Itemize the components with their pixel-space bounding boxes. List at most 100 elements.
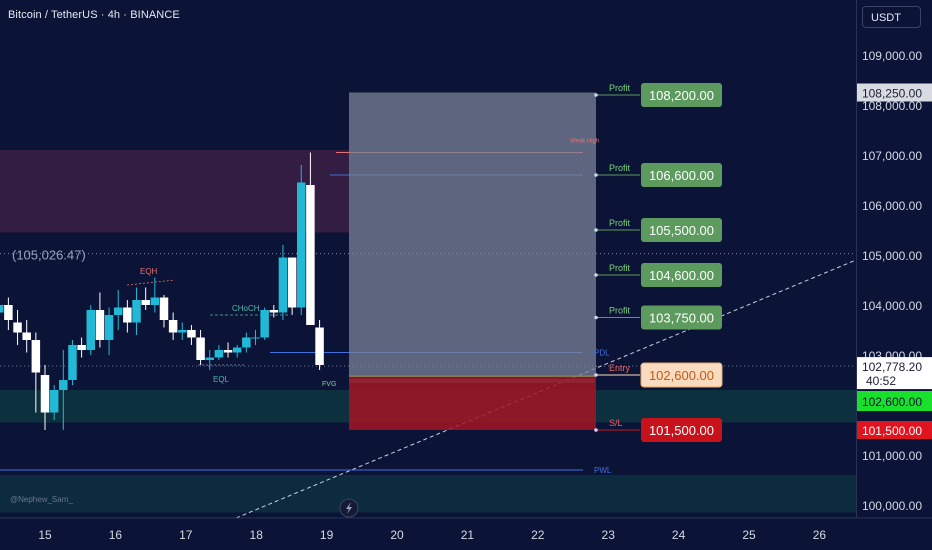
price-tag-value: 104,600.00 <box>649 268 714 283</box>
x-tick-label: 17 <box>179 528 193 542</box>
x-tick-label: 19 <box>320 528 334 542</box>
y-tick-label: 107,000.00 <box>862 149 922 163</box>
profit-box <box>641 83 722 107</box>
price-tag-label: S/L <box>609 418 623 428</box>
lower-band-zone <box>0 475 856 513</box>
stop-loss-box <box>641 418 722 442</box>
box-top-tag-text: 108,250.00 <box>862 87 922 101</box>
pdl-label: PDL <box>594 349 610 358</box>
bull-candle <box>205 357 214 360</box>
profit-box <box>641 305 722 330</box>
x-tick-label: 26 <box>813 528 827 542</box>
price-tag-label: Profit <box>609 263 631 273</box>
bull-candle <box>178 330 187 333</box>
bull-candle <box>150 297 160 305</box>
bear-candle <box>306 185 315 325</box>
currency-button[interactable]: USDT <box>862 6 921 28</box>
price-dot <box>594 273 598 277</box>
price-dot <box>594 428 598 432</box>
price-dot <box>594 93 598 97</box>
bear-candle <box>4 305 13 320</box>
bull-candle <box>214 350 224 358</box>
watermark: @Nephew_Sam_ <box>10 495 73 504</box>
price-dot <box>594 315 598 320</box>
x-tick-label: 22 <box>531 528 545 542</box>
entry-axis-text: 102,600.00 <box>862 395 922 409</box>
bear-candle <box>123 307 132 323</box>
bear-candle <box>22 332 31 340</box>
eqh-label: EQH <box>140 267 158 276</box>
price-tag-label: Profit <box>609 306 631 316</box>
supply-zone <box>0 150 350 233</box>
bull-candle <box>59 380 68 390</box>
price-dot <box>594 173 598 177</box>
bear-candle <box>196 337 205 360</box>
bear-candle <box>31 340 41 373</box>
bear-candle <box>13 322 22 333</box>
last-price-text: 102,778.20 <box>862 360 922 374</box>
axis-divider <box>856 0 857 518</box>
bull-candle <box>132 300 141 323</box>
profit-box <box>641 263 722 287</box>
price-axis[interactable]: 109,000.00 108,000.00 107,000.00 106,000.00… <box>857 49 932 513</box>
profit-box <box>641 163 722 187</box>
lightning-icon[interactable] <box>339 498 359 518</box>
bull-candle <box>49 390 59 413</box>
lightning-icon-bolt <box>346 502 352 514</box>
bear-candle <box>159 297 169 320</box>
bear-candle <box>269 310 279 313</box>
price-tag-label: Profit <box>609 83 631 93</box>
entry-axis-tag <box>857 391 932 411</box>
bear-candle <box>223 350 233 353</box>
target-area <box>349 92 596 375</box>
pwl-label: PWL <box>594 466 612 475</box>
bear-candle <box>95 310 105 340</box>
bear-candle <box>40 375 50 413</box>
bull-candle <box>86 310 96 350</box>
bear-candle <box>77 345 86 350</box>
x-tick-label: 24 <box>672 528 686 542</box>
x-tick-label: 23 <box>602 528 616 542</box>
bull-candle <box>232 347 242 353</box>
eqh-line <box>126 279 176 286</box>
price-tag-label: Profit <box>609 218 631 228</box>
x-tick-label: 15 <box>38 528 52 542</box>
trade-setup-layer[interactable] <box>349 83 723 442</box>
x-tick-label: 20 <box>390 528 404 542</box>
eql-label: EQL <box>213 375 230 384</box>
y-tick-label: 104,000.00 <box>862 299 922 313</box>
price-tag-value: 105,500.00 <box>649 223 714 238</box>
x-tick-label: 18 <box>250 528 264 542</box>
bear-candle <box>187 330 196 338</box>
price-tag-value: 101,500.00 <box>649 423 714 438</box>
bull-candle <box>0 305 4 313</box>
candles-layer <box>0 152 324 430</box>
price-dot <box>594 373 598 377</box>
labels-layer: Profit 108,200.00 Profit 106,600.00 Profit 10… <box>10 83 714 518</box>
price-tag-value: 108,200.00 <box>649 88 714 103</box>
time-axis[interactable]: 15 16 17 18 19 20 21 22 23 24 25 26 <box>0 517 932 542</box>
x-tick-label: 25 <box>742 528 756 542</box>
price-tag-value: 102,600.00 <box>649 368 714 383</box>
y-tick-label: 100,000.00 <box>862 499 922 513</box>
bull-candle <box>104 315 114 340</box>
y-tick-label: 106,000.00 <box>862 199 922 213</box>
profit-box <box>641 218 722 242</box>
stop-axis-text: 101,500.00 <box>862 424 922 438</box>
bear-candle <box>141 300 150 305</box>
countdown-text: 40:52 <box>866 374 896 388</box>
bull-candle <box>68 345 77 380</box>
bull-candle <box>260 310 269 338</box>
box-top-tag <box>857 83 932 102</box>
bear-candle <box>168 320 178 333</box>
bear-candle <box>287 257 297 308</box>
x-tick-label: 16 <box>109 528 123 542</box>
level-readout: (105,026.47) <box>12 248 86 263</box>
price-tag-value: 103,750.00 <box>649 311 714 326</box>
y-tick-label: 108,000.00 <box>862 99 922 113</box>
choch-label: CHoCH <box>232 304 260 313</box>
y-tick-label: 109,000.00 <box>862 49 922 63</box>
symbol-title[interactable]: Bitcoin / TetherUS · 4h · BINANCE <box>8 9 180 21</box>
y-tick-label: 105,000.00 <box>862 249 922 263</box>
